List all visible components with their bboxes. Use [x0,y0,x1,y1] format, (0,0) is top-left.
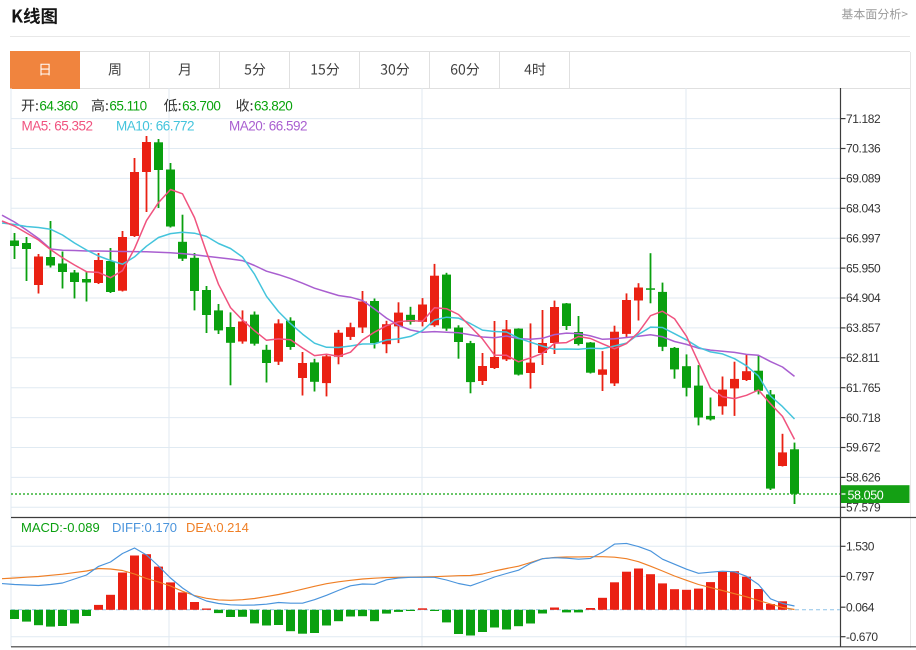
svg-text:64.360: 64.360 [39,99,77,114]
svg-text:1.530: 1.530 [846,540,875,554]
svg-text:57.579: 57.579 [846,501,881,515]
svg-text:68.043: 68.043 [846,202,881,216]
svg-text:58.050: 58.050 [848,488,884,502]
svg-text:63.857: 63.857 [846,321,881,335]
svg-text:58.626: 58.626 [846,471,881,485]
svg-text:64.904: 64.904 [846,291,881,305]
svg-text:70.136: 70.136 [846,142,881,156]
svg-text:61.765: 61.765 [846,381,881,395]
svg-text:59.672: 59.672 [846,441,881,455]
svg-text:0.797: 0.797 [846,570,875,584]
svg-text:65.950: 65.950 [846,261,881,275]
svg-text:66.997: 66.997 [846,231,881,245]
svg-text:DEA:0.214: DEA:0.214 [186,520,249,535]
svg-text:MA20: 66.592: MA20: 66.592 [229,119,307,134]
svg-text:63.700: 63.700 [182,99,220,114]
svg-text:63.820: 63.820 [254,99,292,114]
svg-text:MACD:-0.089: MACD:-0.089 [21,520,100,535]
svg-text:0.064: 0.064 [846,600,875,614]
svg-text:65.110: 65.110 [109,99,146,114]
svg-text:MA10: 66.772: MA10: 66.772 [116,119,194,134]
svg-text:71.182: 71.182 [846,112,881,126]
svg-text:69.089: 69.089 [846,172,881,186]
svg-text:DIFF:0.170: DIFF:0.170 [112,520,177,535]
svg-text:-0.670: -0.670 [846,630,878,644]
svg-text:MA5: 65.352: MA5: 65.352 [22,119,93,134]
svg-text:60.718: 60.718 [846,411,881,425]
svg-text:62.811: 62.811 [846,351,880,365]
